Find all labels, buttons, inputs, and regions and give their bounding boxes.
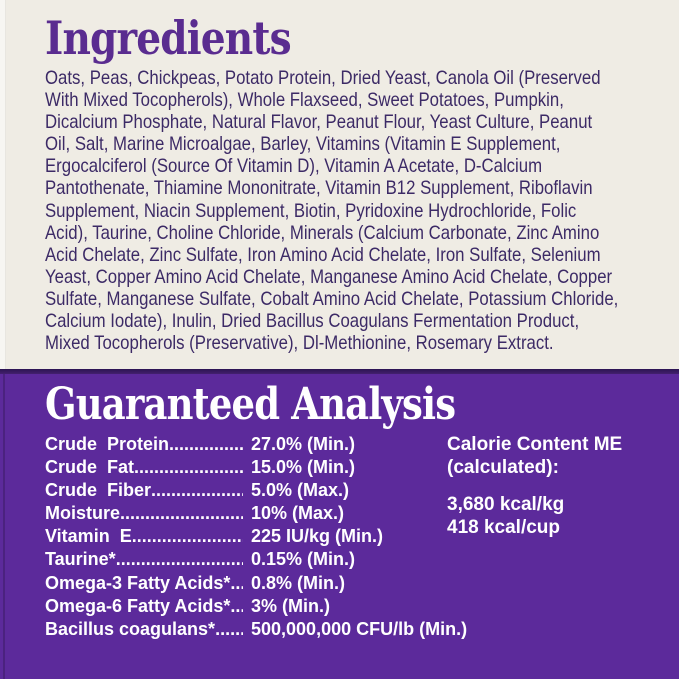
analysis-row-leader-dots: ........................: [169, 434, 243, 454]
guaranteed-analysis-section: Guaranteed Analysis Crude Protein.......…: [0, 374, 679, 679]
calorie-content-title: Calorie Content ME: [447, 434, 623, 455]
analysis-row-value: 27.0% (Min.): [251, 434, 356, 454]
guaranteed-analysis-heading: Guaranteed Analysis: [45, 379, 456, 430]
analysis-row: Bacillus coagulans*............... 500,00…: [45, 618, 490, 641]
ingredients-heading: Ingredients: [45, 11, 292, 65]
analysis-row-label: Taurine*: [45, 549, 116, 570]
analysis-row-leader-dots: ................................: [120, 503, 243, 524]
analysis-row-value: 10% (Max.): [251, 503, 345, 524]
analysis-row-label: Bacillus coagulans*: [45, 618, 216, 639]
analysis-row-label-dots: Crude Fiber............................: [45, 479, 243, 502]
analysis-row-label-dots: Bacillus coagulans*...............: [45, 618, 243, 641]
analysis-row-value: 3% (Min.): [251, 595, 330, 616]
analysis-row: Vitamin E...............................…: [45, 525, 490, 548]
ingredients-line: Pantothenate, Thiamine Mononitrate, Vita…: [45, 177, 593, 200]
analysis-row-value: 0.8% (Min.): [251, 572, 346, 593]
analysis-row-leader-dots: ................................: [115, 549, 243, 570]
ingredients-line: Calcium Iodate), Inulin, Dried Bacillus …: [45, 310, 580, 333]
analysis-row-leader-dots: ...............................: [131, 526, 243, 547]
analysis-row-leader-dots: ..............................: [134, 457, 243, 478]
analysis-row: Crude Fat.............................. 1…: [45, 456, 490, 479]
analysis-row: Omega-6 Fatty Acids*............ 3% (Min.…: [45, 595, 490, 618]
analysis-row-label-dots: Moisture................................: [45, 502, 243, 525]
analysis-row-leader-dots: ...............: [215, 618, 243, 639]
section-divider: [0, 369, 679, 374]
analysis-row-label-dots: Vitamin E...............................: [45, 525, 243, 548]
analysis-row-leader-dots: ............: [230, 572, 243, 593]
ingredients-line: Acid Chelate, Zinc Sulfate, Iron Amino A…: [45, 243, 601, 266]
analysis-row-label: Crude Fiber: [45, 480, 152, 501]
analysis-row-value: 500,000,000 CFU/lb (Min.): [251, 618, 468, 639]
analysis-row-label: Omega-6 Fatty Acids*: [45, 595, 231, 616]
calorie-values: 3,680 kcal/kg 418 kcal/cup: [447, 493, 667, 540]
analysis-row-label-dots: Crude Protein........................: [45, 433, 243, 456]
analysis-row-label: Crude Fat: [45, 457, 135, 478]
analysis-row-leader-dots: ............................: [151, 480, 243, 501]
ingredients-line: Acid), Taurine, Choline Chloride, Minera…: [45, 221, 600, 244]
analysis-row-leader-dots: ............: [230, 595, 243, 616]
ingredients-line: Oil, Salt, Marine Microalgae, Barley, Vi…: [45, 133, 561, 156]
analysis-row-label: Moisture: [45, 503, 121, 524]
analysis-row: Crude Protein........................ 27.…: [45, 433, 490, 456]
analysis-row-label-dots: Taurine*................................: [45, 548, 243, 571]
ingredients-line: Ergocalciferol (Source Of Vitamin D), Vi…: [45, 155, 543, 178]
analysis-row-value: 5.0% (Max.): [251, 480, 350, 501]
analysis-row-label-dots: Omega-3 Fatty Acids*............: [45, 572, 243, 595]
analysis-row-label: Omega-3 Fatty Acids*: [45, 572, 231, 593]
label-left-seam-dark: [3, 374, 5, 679]
analysis-row-value: 15.0% (Min.): [251, 457, 356, 478]
ingredients-line: Supplement, Niacin Supplement, Biotin, P…: [45, 199, 577, 222]
ingredients-line: With Mixed Tocopherols), Whole Flaxseed,…: [45, 89, 564, 112]
guaranteed-analysis-table: Crude Protein........................ 27.…: [45, 433, 490, 641]
analysis-row-label: Crude Protein: [45, 434, 170, 454]
ingredients-line: Sulfate, Manganese Sulfate, Cobalt Amino…: [45, 287, 619, 310]
analysis-row: Crude Fiber............................ 5…: [45, 479, 490, 502]
ingredients-line: Dicalcium Phosphate, Natural Flavor, Pea…: [45, 111, 593, 134]
calorie-value-line: 418 kcal/cup: [447, 516, 561, 538]
calorie-value-line: 3,680 kcal/kg: [447, 493, 565, 515]
analysis-row-label-dots: Omega-6 Fatty Acids*............: [45, 595, 243, 618]
analysis-row: Omega-3 Fatty Acids*............ 0.8% (Mi…: [45, 572, 490, 595]
analysis-row-value: 225 IU/kg (Min.): [251, 526, 384, 547]
calorie-content-block: Calorie Content ME (calculated): 3,680 k…: [447, 433, 667, 539]
analysis-row: Moisture................................…: [45, 502, 490, 525]
analysis-row: Taurine*................................…: [45, 548, 490, 571]
ingredients-line: Oats, Peas, Chickpeas, Potato Protein, D…: [45, 67, 601, 89]
analysis-row-label: Vitamin E: [45, 526, 132, 547]
ingredients-line: Mixed Tocopherols (Preservative), Dl-Met…: [45, 332, 554, 355]
analysis-row-label-dots: Crude Fat..............................: [45, 456, 243, 479]
ingredients-line: Yeast, Copper Amino Acid Chelate, Mangan…: [45, 265, 613, 288]
calorie-content-subtitle: (calculated):: [447, 457, 559, 479]
ingredients-list-text: Oats, Peas, Chickpeas, Potato Protein, D…: [45, 67, 679, 354]
label-left-seam: [0, 0, 6, 369]
ingredients-section: Ingredients Oats, Peas, Chickpeas, Potat…: [0, 0, 679, 369]
analysis-row-value: 0.15% (Min.): [251, 549, 356, 570]
